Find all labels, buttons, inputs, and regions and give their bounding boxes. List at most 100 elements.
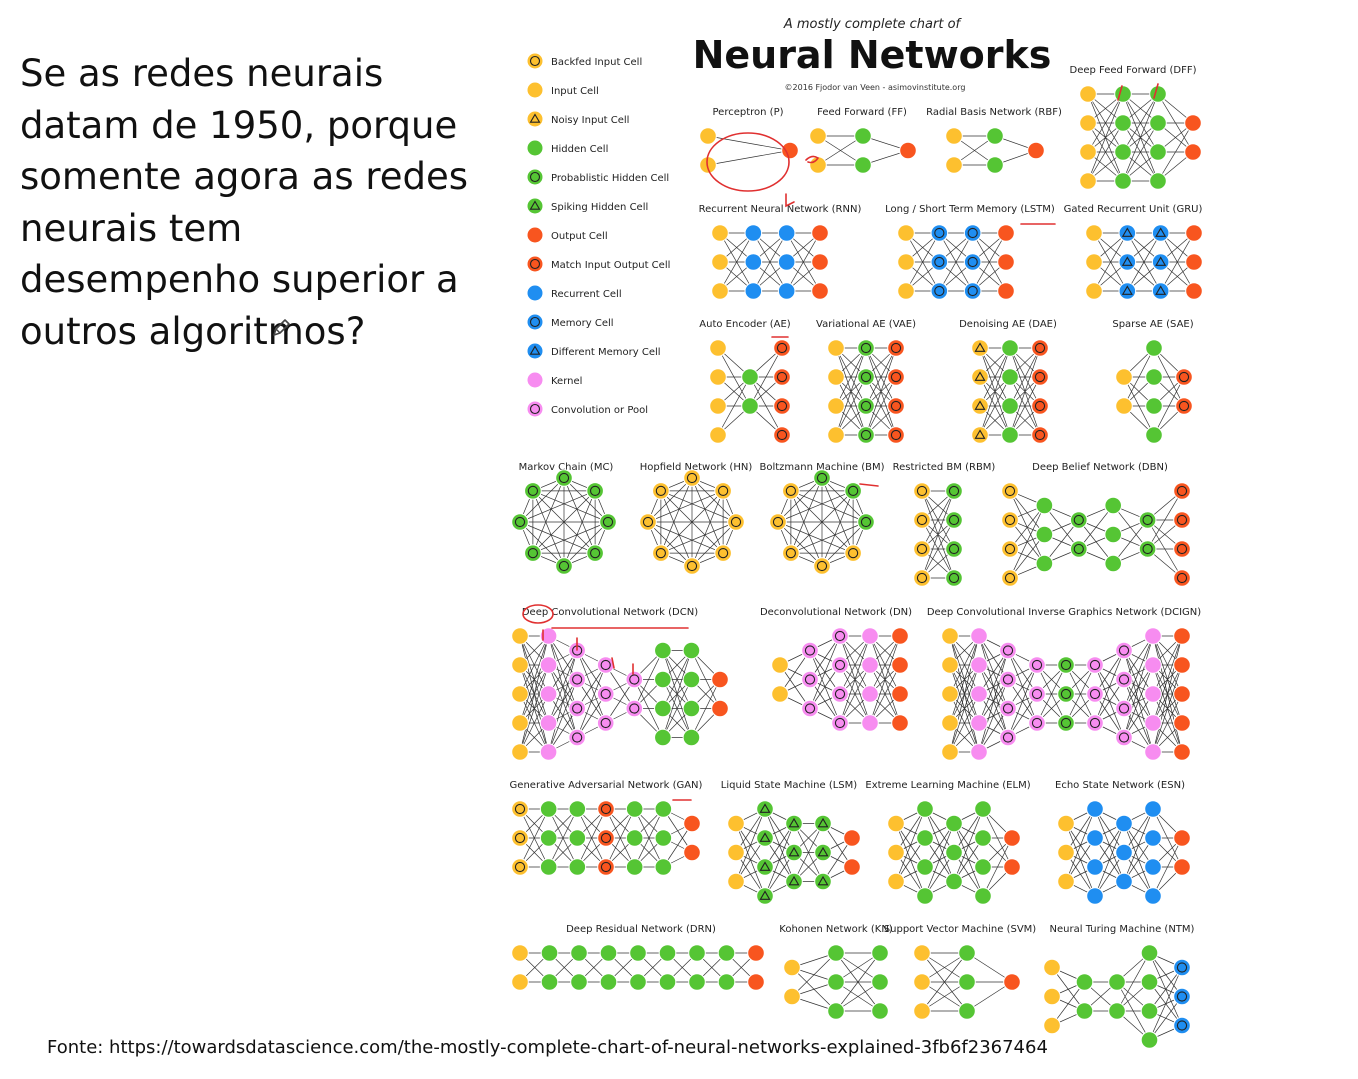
network-cell bbox=[511, 973, 529, 991]
network-cell bbox=[891, 627, 909, 645]
network-cell bbox=[539, 627, 558, 645]
network-cell bbox=[1057, 814, 1075, 833]
network-cell bbox=[539, 800, 558, 818]
network-cell bbox=[596, 714, 615, 732]
network-label: Perceptron (P) bbox=[713, 107, 784, 118]
legend-label: Match Input Output Cell bbox=[551, 260, 670, 271]
network-cell bbox=[1057, 843, 1075, 862]
network-cell bbox=[1086, 887, 1104, 905]
network-cell bbox=[1138, 540, 1157, 558]
legend-item: Input Cell bbox=[527, 82, 599, 98]
network-cell bbox=[785, 814, 803, 833]
network-cell bbox=[997, 253, 1015, 271]
network-cell bbox=[1043, 958, 1061, 977]
network-cell bbox=[857, 397, 875, 415]
network-cell bbox=[511, 627, 529, 645]
network-cell bbox=[1144, 685, 1162, 703]
network-cell bbox=[1043, 987, 1061, 1006]
network-cell bbox=[1001, 426, 1019, 444]
network-cell bbox=[1070, 540, 1088, 558]
network-cell bbox=[945, 843, 963, 862]
network-cell bbox=[658, 944, 677, 962]
network-cell bbox=[596, 656, 615, 674]
network-cell bbox=[814, 814, 832, 833]
network-cell bbox=[1115, 397, 1133, 415]
network-cell bbox=[1001, 540, 1019, 558]
network-cell bbox=[891, 685, 909, 703]
network-cell bbox=[1140, 944, 1159, 962]
network-cell bbox=[831, 714, 849, 732]
network-cell bbox=[801, 699, 819, 718]
network-cell bbox=[1031, 339, 1049, 357]
network-cell bbox=[1118, 224, 1137, 242]
network-cell bbox=[597, 829, 615, 847]
network-cell bbox=[782, 544, 800, 562]
network-diagram: Markov Chain (MC) bbox=[511, 462, 617, 575]
network-cell bbox=[958, 944, 976, 962]
network-cell bbox=[887, 814, 905, 833]
network-diagram: Neural Turing Machine (NTM) bbox=[1043, 924, 1195, 1049]
network-cell bbox=[1079, 114, 1097, 132]
chart-subtitle: A mostly complete chart of bbox=[783, 17, 963, 32]
network-cell bbox=[785, 872, 803, 891]
network-cell bbox=[1114, 85, 1132, 103]
network-cell bbox=[540, 973, 559, 991]
network-cell bbox=[1151, 253, 1170, 271]
network-cell bbox=[714, 482, 732, 500]
network-cell bbox=[997, 282, 1015, 300]
network-cell bbox=[1173, 511, 1191, 529]
network-cell bbox=[1144, 887, 1162, 905]
network-diagram: Deep Convolutional Network (DCN) bbox=[511, 607, 729, 761]
network-cell bbox=[711, 253, 729, 271]
network-cell bbox=[887, 368, 905, 386]
chart-title: Neural Networks bbox=[693, 33, 1052, 77]
network-cell bbox=[773, 368, 791, 386]
network-cell bbox=[843, 858, 861, 876]
network-cell bbox=[945, 511, 963, 529]
network-diagram: Boltzmann Machine (BM) bbox=[760, 462, 885, 575]
network-cell bbox=[777, 224, 796, 242]
network-cell bbox=[782, 482, 800, 500]
network-cell bbox=[930, 282, 949, 300]
network-cell bbox=[682, 728, 701, 747]
network-cell bbox=[986, 127, 1004, 145]
annotation-arrow bbox=[785, 193, 795, 208]
network-cell bbox=[1115, 814, 1133, 833]
network-cell bbox=[1001, 397, 1019, 415]
network-cell bbox=[625, 829, 644, 847]
network-cell bbox=[682, 670, 701, 689]
network-cell bbox=[1001, 482, 1019, 500]
network-cell bbox=[539, 685, 558, 703]
network-cell bbox=[539, 743, 558, 761]
network-cell bbox=[586, 482, 604, 500]
network-cell bbox=[1144, 656, 1162, 674]
network-cell bbox=[844, 544, 862, 562]
network-cell bbox=[1086, 714, 1104, 732]
network-diagram: Perceptron (P) bbox=[699, 107, 799, 174]
network-label: Deep Convolutional Inverse Graphics Netw… bbox=[927, 607, 1201, 618]
network-cell bbox=[1115, 670, 1133, 689]
network-cell bbox=[813, 469, 831, 487]
network-cell bbox=[771, 656, 789, 674]
network-cell bbox=[654, 641, 672, 660]
network-cell bbox=[999, 670, 1017, 689]
network-cell bbox=[1114, 143, 1132, 161]
network-cell bbox=[1118, 253, 1137, 271]
network-label: Deep Belief Network (DBN) bbox=[1032, 462, 1168, 473]
network-cell bbox=[1104, 496, 1122, 515]
network-cell bbox=[683, 469, 701, 487]
network-cell bbox=[1138, 511, 1157, 529]
network-label: Variational AE (VAE) bbox=[816, 319, 916, 330]
network-cell bbox=[887, 872, 905, 891]
network-cell bbox=[625, 699, 644, 718]
network-cell bbox=[511, 800, 529, 818]
network-cell bbox=[1001, 368, 1019, 386]
network-cell bbox=[1145, 397, 1163, 415]
network-cell bbox=[1028, 685, 1046, 703]
annotation-ticks bbox=[1117, 83, 1159, 101]
network-cell bbox=[1173, 656, 1191, 674]
network-cell bbox=[913, 944, 931, 962]
network-cell bbox=[709, 397, 727, 415]
network-cell bbox=[771, 685, 789, 703]
legend-label: Input Cell bbox=[551, 86, 599, 97]
